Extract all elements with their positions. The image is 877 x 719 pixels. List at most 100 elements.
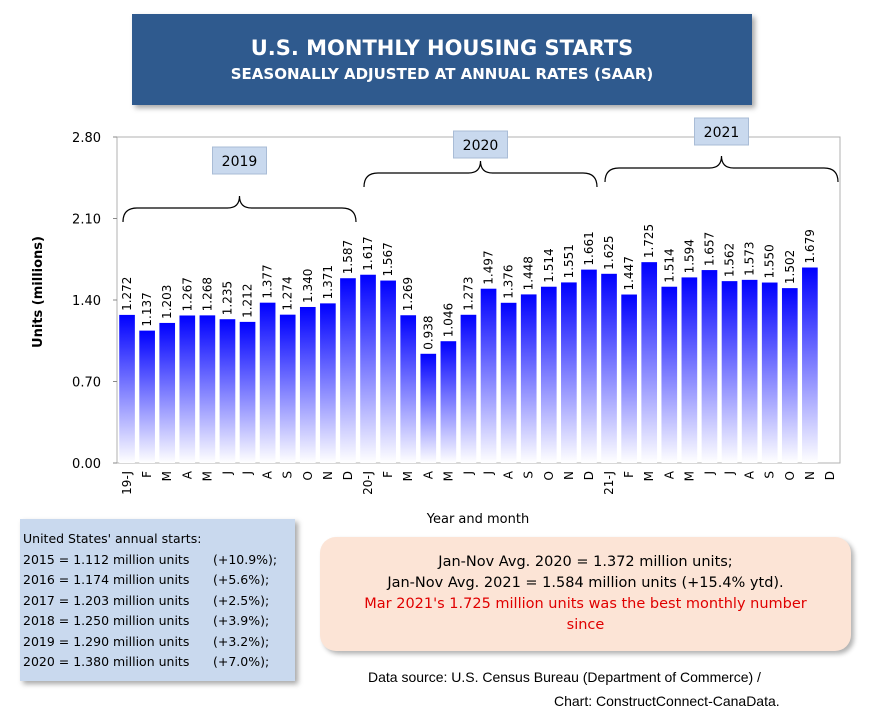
bar	[581, 269, 597, 463]
summary-row-change: (+2.5%);	[213, 592, 270, 608]
x-tick-label: M	[200, 471, 214, 481]
bar-data-label: 1.212	[241, 284, 255, 318]
bar-data-label: 1.725	[642, 224, 656, 258]
bar-data-label: 1.661	[582, 231, 596, 265]
bar-data-label: 1.657	[702, 232, 716, 266]
bar	[741, 279, 758, 463]
bar	[721, 281, 738, 463]
x-axis-label: Year and month	[426, 512, 529, 527]
summary-row-label: 2018 = 1.250 million units	[23, 613, 190, 628]
x-tick-label: N	[562, 471, 576, 480]
year-brace	[122, 195, 357, 223]
bar-data-label: 1.340	[301, 269, 315, 303]
bar-data-label: 1.587	[341, 240, 355, 274]
bar	[219, 319, 236, 463]
bar	[561, 282, 577, 463]
x-tick-label: J	[461, 471, 475, 476]
source-line-1: Data source: U.S. Census Bureau (Departm…	[368, 669, 761, 685]
bar-data-label: 1.573	[743, 241, 757, 275]
summary-row: 2017 = 1.203 million units (+2.5%);	[23, 593, 295, 614]
avg-2021: Jan-Nov Avg. 2021 = 1.584 million units …	[387, 575, 784, 591]
year-label-box	[694, 117, 749, 146]
x-tick-label: 21-J	[602, 471, 616, 495]
x-tick-label: J	[482, 471, 496, 476]
x-tick-label: A	[180, 470, 194, 479]
bar	[500, 302, 517, 463]
y-tick-label: 0.00	[72, 457, 101, 472]
bar	[199, 315, 216, 463]
year-label: 2021	[704, 125, 740, 141]
x-tick-label: D	[823, 471, 837, 480]
x-tick-label: M	[160, 471, 174, 481]
x-tick-label: O	[301, 471, 315, 480]
summary-row-change: (+7.0%);	[213, 654, 270, 669]
bar	[239, 321, 256, 463]
bar	[601, 273, 617, 463]
y-tick-label: 2.80	[72, 131, 101, 146]
bar-data-label: 1.514	[662, 248, 676, 282]
bar	[360, 274, 376, 463]
x-tick-label: A	[421, 470, 435, 479]
bar-data-label: 1.268	[200, 277, 214, 311]
x-tick-label: A	[261, 470, 275, 479]
summary-row-label: 2016 = 1.174 million units	[23, 572, 190, 587]
bar-data-label: 1.514	[542, 248, 556, 282]
summary-row-label: 2019 = 1.290 million units	[23, 633, 190, 649]
bar	[621, 294, 637, 463]
x-tick-label: M	[401, 471, 415, 481]
x-tick-label: S	[522, 471, 536, 479]
bar	[641, 262, 658, 463]
bar	[320, 303, 336, 463]
annual-summary-box: United States' annual starts: 2015 = 1.1…	[20, 519, 295, 681]
x-tick-label: A	[743, 470, 757, 479]
y-tick-label: 0.70	[72, 376, 101, 391]
bar-data-label: 1.447	[622, 256, 636, 290]
bar-data-label: 1.272	[120, 277, 134, 311]
x-tick-label: J	[702, 471, 716, 476]
year-label-box	[453, 130, 508, 159]
bar-data-label: 1.273	[461, 276, 475, 310]
chart-subtitle: SEASONALLY ADJUSTED AT ANNUAL RATES (SAA…	[230, 65, 654, 83]
x-tick-label: J	[241, 471, 255, 476]
bar-data-label: 1.550	[763, 244, 777, 278]
data-source: Data source: U.S. Census Bureau (Departm…	[368, 665, 780, 713]
year-brace	[363, 160, 598, 188]
x-tick-label: A	[502, 470, 516, 479]
bar-data-label: 1.567	[381, 242, 395, 276]
summary-header: United States' annual starts:	[23, 531, 202, 546]
summary-row-label: 2020 = 1.380 million units	[23, 654, 190, 669]
bar	[661, 286, 678, 463]
bar	[781, 288, 798, 463]
y-tick-label: 2.10	[72, 213, 101, 228]
summary-row-change: (+5.6%);	[213, 572, 270, 587]
bar-data-label: 1.235	[220, 281, 234, 315]
bar-data-label: 1.497	[482, 250, 496, 284]
bar-data-label: 1.551	[562, 244, 576, 278]
bar	[159, 322, 176, 463]
bar-data-label: 1.269	[401, 277, 415, 311]
x-tick-label: D	[582, 471, 596, 480]
bar-data-label: 1.502	[783, 250, 797, 284]
bar	[540, 286, 557, 463]
summary-row: 2019 = 1.290 million units (+3.2%);	[23, 634, 295, 655]
bar-data-label: 1.203	[160, 285, 174, 319]
bar-data-label: 1.617	[361, 236, 375, 270]
summary-row-change: (+3.9%);	[213, 613, 270, 628]
bar	[681, 277, 698, 463]
y-axis-label: Units (millions)	[31, 236, 46, 348]
x-tick-label: O	[542, 471, 556, 480]
x-tick-label: S	[281, 471, 295, 479]
bar	[299, 306, 316, 463]
x-tick-label: N	[321, 471, 335, 480]
summary-row: 2020 = 1.380 million units (+7.0%);	[23, 654, 295, 675]
x-tick-label: A	[662, 470, 676, 479]
summary-row-change: (+10.9%);	[213, 551, 278, 567]
best-month-note: Mar 2021's 1.725 million units was the b…	[364, 596, 807, 633]
bar-data-label: 1.625	[602, 235, 616, 269]
year-label-box	[212, 146, 267, 175]
bar-chart: 0.00 0.70 1.40 2.10 2.80 1.272 19-J 1.137 F 1.20…	[31, 117, 841, 527]
bar	[761, 282, 778, 463]
x-tick-label: D	[341, 471, 355, 480]
x-tick-label: N	[803, 471, 817, 480]
bar	[480, 288, 497, 463]
